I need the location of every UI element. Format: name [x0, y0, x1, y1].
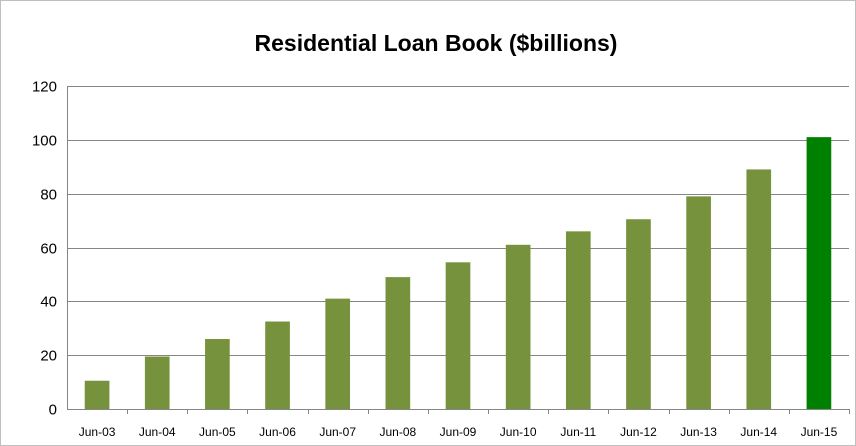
x-tick-label: Jun-13: [680, 425, 717, 439]
y-tick-label: 0: [49, 402, 57, 419]
y-tick-label: 100: [32, 133, 57, 150]
x-tick-label: Jun-07: [319, 425, 356, 439]
bars: [84, 137, 832, 409]
y-tick-label: 60: [40, 241, 57, 258]
y-tick-label: 20: [40, 348, 57, 365]
x-tick-label: Jun-14: [740, 425, 777, 439]
x-tick-label: Jun-06: [259, 425, 296, 439]
x-tick-label: Jun-11: [560, 425, 596, 439]
axes: [67, 86, 850, 414]
y-tick-label: 40: [40, 294, 57, 311]
bar-jun-04: [144, 356, 170, 409]
x-tick-label: Jun-05: [199, 425, 236, 439]
x-tick-label: Jun-12: [620, 425, 657, 439]
axis-labels: 0 20 40 60 80 100 120 Jun-03 Jun-04 Jun-05 Jun-06 J…: [32, 79, 838, 440]
gridlines: [67, 86, 849, 356]
bar-jun-06: [265, 321, 290, 409]
y-tick-label: 80: [40, 187, 57, 204]
bar-jun-09: [445, 262, 471, 409]
bar-jun-05: [205, 339, 230, 409]
bar-jun-03: [84, 380, 110, 409]
x-tick-label: Jun-10: [500, 425, 537, 439]
x-tick-label: Jun-03: [79, 425, 116, 439]
x-tick-label: Jun-15: [801, 425, 838, 439]
bar-jun-11: [565, 231, 591, 409]
bar-jun-10: [505, 244, 531, 409]
chart-title: Residential Loan Book ($billions): [255, 30, 618, 56]
y-tick-label: 120: [32, 79, 57, 96]
x-tick-label: Jun-04: [139, 425, 176, 439]
x-tick-label: Jun-09: [440, 425, 477, 439]
bar-jun-13: [686, 196, 711, 409]
bar-jun-15: [806, 137, 832, 409]
bar-jun-12: [626, 219, 651, 409]
x-tick-label: Jun-08: [379, 425, 416, 439]
bar-jun-08: [385, 277, 411, 409]
bar-jun-14: [746, 169, 772, 409]
bar-jun-07: [325, 298, 351, 409]
